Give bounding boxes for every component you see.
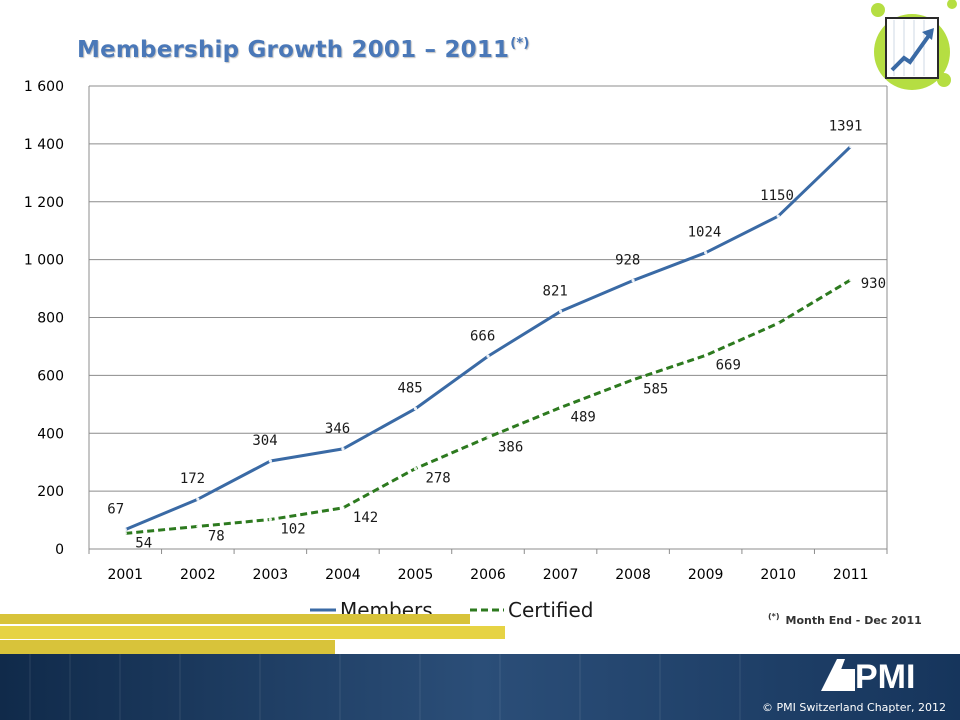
data-label-certified: 142 (353, 510, 378, 526)
footnote-marker: (*) (768, 612, 780, 621)
data-point-certified (486, 435, 490, 439)
data-label-certified: 669 (716, 357, 741, 373)
data-label-members: 1391 (829, 118, 863, 134)
y-tick-label: 1 400 (24, 137, 64, 153)
data-label-members: 67 (107, 502, 124, 518)
x-tick-label: 2011 (833, 567, 869, 583)
data-point-members (486, 354, 490, 358)
chart-title: Membership Growth 2001 – 2011(*) (77, 36, 530, 63)
data-point-certified (341, 506, 345, 510)
legend-label-certified: Certified (508, 598, 594, 622)
data-label-certified: 102 (280, 521, 305, 537)
data-label-certified: 54 (135, 535, 152, 551)
data-point-members (341, 447, 345, 451)
x-tick-label: 2006 (470, 567, 506, 583)
data-point-certified (849, 278, 853, 282)
y-tick-label: 800 (37, 311, 64, 327)
data-point-certified (704, 353, 708, 358)
data-point-members (558, 309, 563, 314)
footnote: (*) Month End - Dec 2011 (768, 612, 922, 627)
line-chart: 0 200 400 600 800 1 000 1 200 1 400 1 600 2001 200… (24, 79, 888, 622)
pmi-logo: PMI (821, 658, 915, 695)
x-tick-label: 2003 (253, 567, 289, 583)
y-tick-label: 600 (37, 368, 64, 384)
data-point-members (123, 528, 127, 532)
data-label-members: 172 (180, 471, 205, 487)
footnote-text: Month End - Dec 2011 (785, 614, 922, 627)
x-tick-label: 2008 (615, 567, 651, 583)
data-label-certified: 489 (571, 409, 596, 425)
data-label-members: 485 (397, 381, 422, 397)
data-point-certified (413, 466, 418, 471)
data-point-certified (631, 378, 635, 382)
y-tick-label: 200 (37, 484, 64, 500)
data-label-members: 1150 (760, 188, 794, 204)
data-label-certified: 386 (498, 439, 523, 455)
data-label-certified: 930 (861, 276, 886, 292)
data-point-members (704, 251, 708, 255)
x-tick-label: 2010 (760, 567, 796, 583)
data-point-members (268, 459, 272, 463)
data-label-certified: 585 (643, 382, 668, 398)
data-point-members (196, 497, 200, 501)
data-point-members (413, 407, 418, 411)
data-label-members: 821 (543, 283, 568, 299)
y-tick-label: 1 200 (24, 195, 64, 211)
data-label-members: 304 (252, 433, 277, 449)
data-point-members (776, 214, 780, 218)
logo-text: PMI (855, 658, 915, 695)
copyright-text: © PMI Switzerland Chapter, 2012 (762, 701, 946, 714)
trend-chart-icon (871, 0, 957, 90)
y-tick-label: 0 (55, 542, 64, 558)
y-tick-label: 1 600 (24, 79, 64, 95)
data-point-members (631, 278, 635, 283)
x-tick-label: 2007 (543, 567, 579, 583)
data-point-certified (268, 517, 272, 522)
chart-title-text: Membership Growth 2001 – 2011 (77, 37, 510, 63)
data-point-members (849, 144, 853, 149)
data-label-certified: 78 (208, 528, 225, 544)
x-tick-label: 2009 (688, 567, 724, 583)
x-tick-label: 2005 (398, 567, 434, 583)
x-tick-label: 2001 (107, 567, 143, 583)
decorative-stripes (0, 614, 505, 654)
data-point-certified (558, 405, 563, 410)
title-footnote-marker: (*) (510, 36, 530, 51)
data-label-members: 1024 (688, 225, 722, 241)
data-label-members: 928 (615, 252, 640, 268)
y-tick-label: 1 000 (24, 253, 64, 269)
footer-band (0, 654, 960, 720)
data-point-certified (776, 321, 780, 325)
x-tick-label: 2004 (325, 567, 361, 583)
y-tick-label: 400 (37, 426, 64, 442)
data-label-certified: 278 (425, 471, 450, 487)
x-tick-label: 2002 (180, 567, 216, 583)
data-label-members: 666 (470, 328, 495, 344)
data-point-certified (123, 531, 127, 535)
data-point-certified (196, 524, 200, 529)
data-label-members: 346 (325, 421, 350, 437)
